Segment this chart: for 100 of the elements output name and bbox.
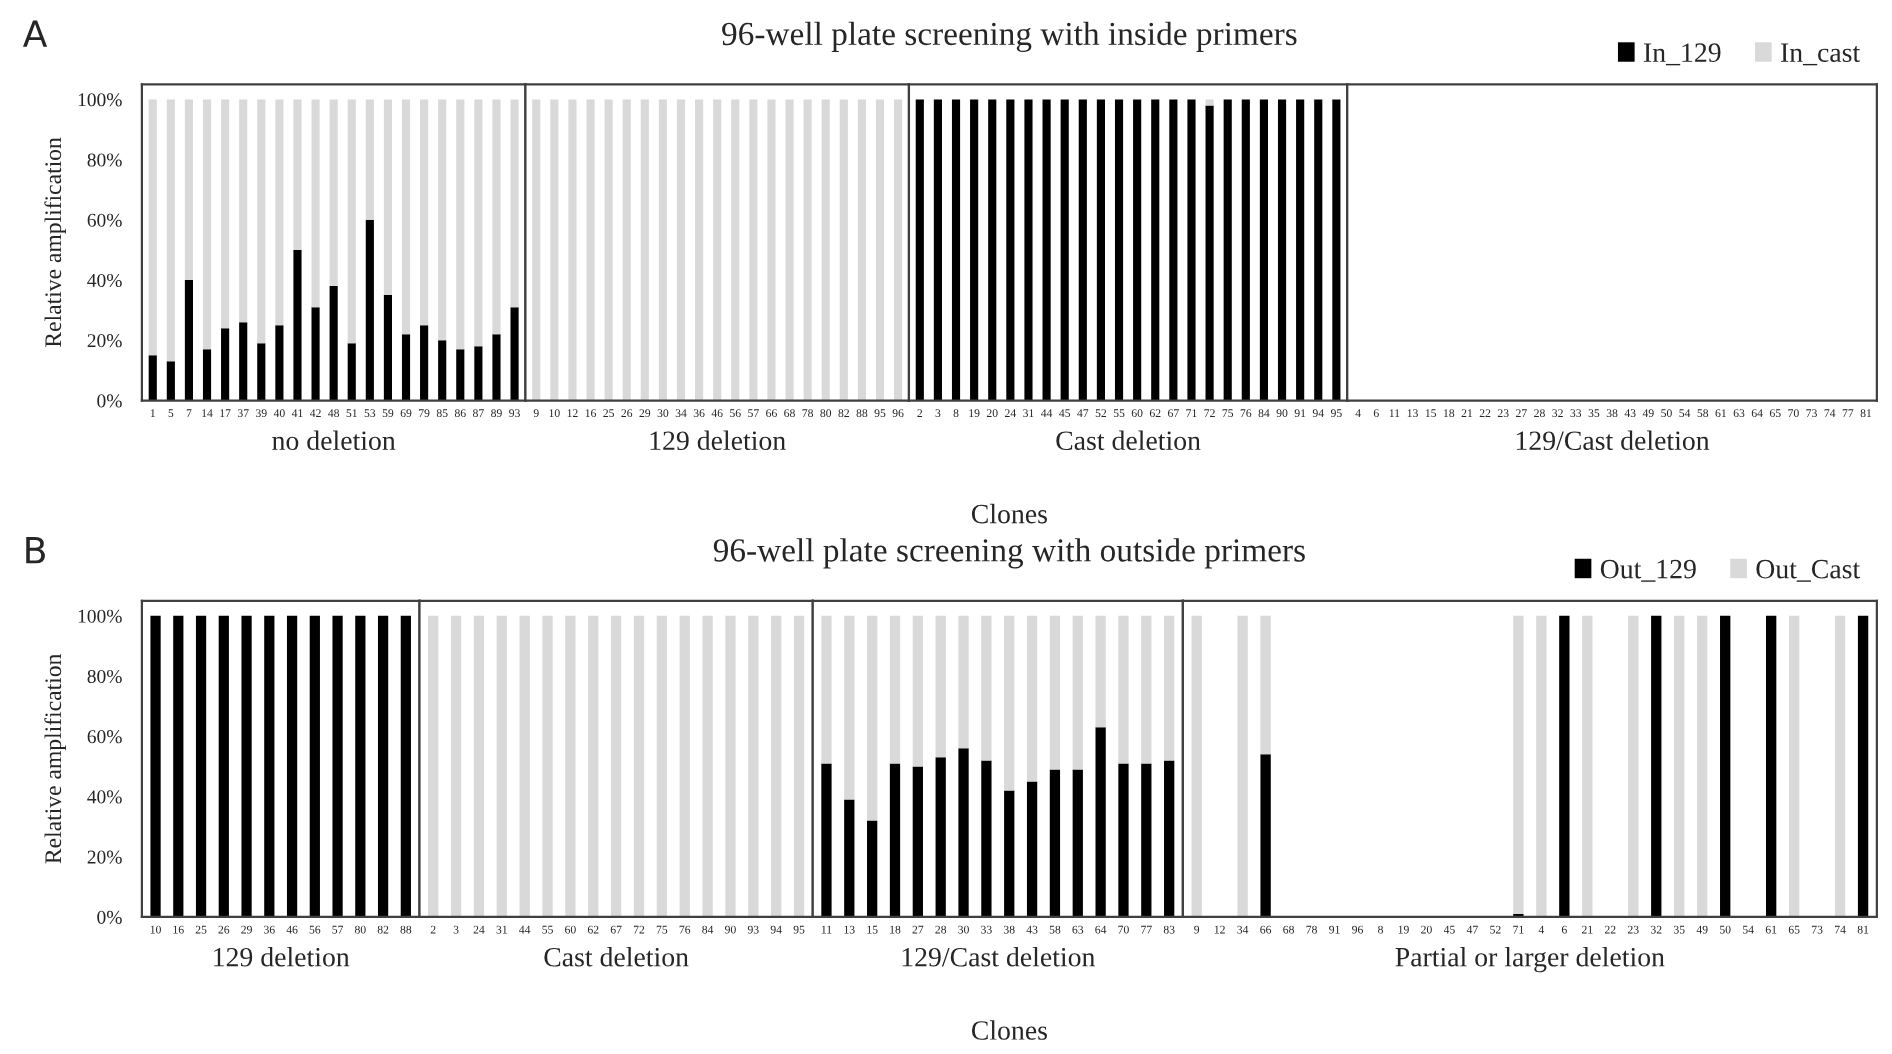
bar	[844, 799, 855, 917]
bar	[311, 307, 320, 401]
bar	[1026, 781, 1038, 917]
bar	[438, 340, 447, 401]
bar	[1072, 615, 1083, 770]
bar	[867, 820, 878, 917]
bar	[1164, 615, 1175, 761]
bar	[981, 615, 992, 761]
bar	[889, 615, 901, 764]
bar	[148, 355, 157, 401]
bar	[492, 334, 501, 401]
bar	[293, 249, 302, 401]
bar	[401, 334, 411, 401]
bar	[275, 325, 284, 401]
legend-label: In_cast	[1780, 43, 1861, 66]
x-axis-title: no deletion	[272, 430, 396, 451]
bar	[1004, 615, 1015, 791]
bar	[912, 615, 923, 767]
text: Clones	[971, 1020, 1047, 1040]
bar	[474, 346, 483, 401]
legend-label: In_129	[1643, 43, 1721, 66]
bar	[1072, 769, 1083, 917]
bar	[821, 615, 832, 764]
bar	[202, 349, 212, 401]
chart-title: 96-well plate screening with outside primers	[713, 538, 1305, 569]
bar	[383, 99, 392, 296]
bar	[166, 99, 175, 362]
bar	[867, 615, 878, 821]
bar	[958, 615, 969, 749]
bar	[202, 99, 212, 350]
bar	[347, 99, 356, 344]
bar	[1118, 763, 1129, 917]
text: A	[22, 20, 48, 47]
bar	[239, 99, 248, 323]
bar	[935, 615, 946, 758]
x-axis-title: 129 deletion	[214, 947, 350, 967]
y-tick-label: 40%	[87, 790, 122, 804]
x-axis-title: 129 deletion	[650, 430, 786, 451]
bar	[1118, 615, 1129, 764]
bar	[383, 295, 392, 401]
bar	[958, 748, 969, 917]
bar	[275, 99, 284, 326]
chart-title: 96-well plate screening with inside primers	[722, 21, 1297, 53]
bar	[474, 99, 483, 347]
bar	[438, 99, 447, 341]
y-tick-label: 100%	[78, 609, 122, 623]
y-axis-title: Relative amplification	[44, 137, 66, 347]
bar	[912, 766, 923, 917]
bar	[1095, 727, 1106, 917]
bar	[329, 286, 338, 401]
bar	[420, 325, 429, 401]
y-tick-label: 60%	[87, 213, 122, 227]
bar	[1164, 760, 1175, 917]
bar	[293, 99, 302, 250]
bar	[239, 322, 248, 401]
bar	[420, 99, 429, 326]
legend-label: Out_Cast	[1756, 559, 1861, 582]
x-axis-title: 129/Cast deletion	[902, 947, 1095, 967]
bar	[365, 99, 374, 220]
y-axis-title: Relative amplification	[44, 654, 66, 864]
y-tick-label: 60%	[87, 730, 122, 744]
bar	[329, 99, 338, 287]
bar	[821, 763, 832, 917]
bar	[1004, 790, 1015, 917]
x-axis-title: Partial or larger deletion	[1395, 947, 1665, 973]
bar	[456, 349, 465, 401]
x-axis-title: 129/Cast deletion	[1516, 430, 1710, 451]
bar	[257, 343, 266, 401]
text: Clones	[971, 503, 1047, 524]
bar	[347, 343, 356, 401]
bar	[844, 615, 855, 800]
bar	[148, 99, 157, 356]
bar	[1049, 769, 1061, 917]
bar	[510, 307, 519, 401]
bar	[510, 99, 519, 308]
bar	[1049, 615, 1061, 770]
bar	[935, 757, 946, 917]
bar	[365, 219, 374, 401]
bar	[221, 99, 230, 329]
y-tick-label: 80%	[87, 153, 122, 167]
x-axis-title: Cast deletion	[1056, 430, 1201, 451]
bar	[221, 328, 230, 401]
bar	[1141, 763, 1152, 917]
bar	[1026, 615, 1038, 782]
bar	[184, 99, 194, 281]
y-tick-label: 0%	[97, 910, 122, 924]
bar	[1141, 615, 1152, 764]
y-tick-label: 40%	[87, 273, 122, 288]
bar	[166, 361, 175, 401]
y-tick-label: 20%	[87, 850, 122, 864]
y-tick-label: 0%	[97, 394, 122, 408]
y-tick-label: 100%	[78, 93, 122, 107]
y-tick-label: 20%	[87, 334, 122, 348]
bar	[456, 99, 465, 350]
legend-label: Out_129	[1600, 559, 1696, 582]
bar	[401, 99, 411, 335]
bar	[311, 99, 320, 308]
bar	[257, 99, 266, 344]
text: B	[26, 536, 45, 564]
x-axis-title: Cast deletion	[544, 947, 689, 967]
